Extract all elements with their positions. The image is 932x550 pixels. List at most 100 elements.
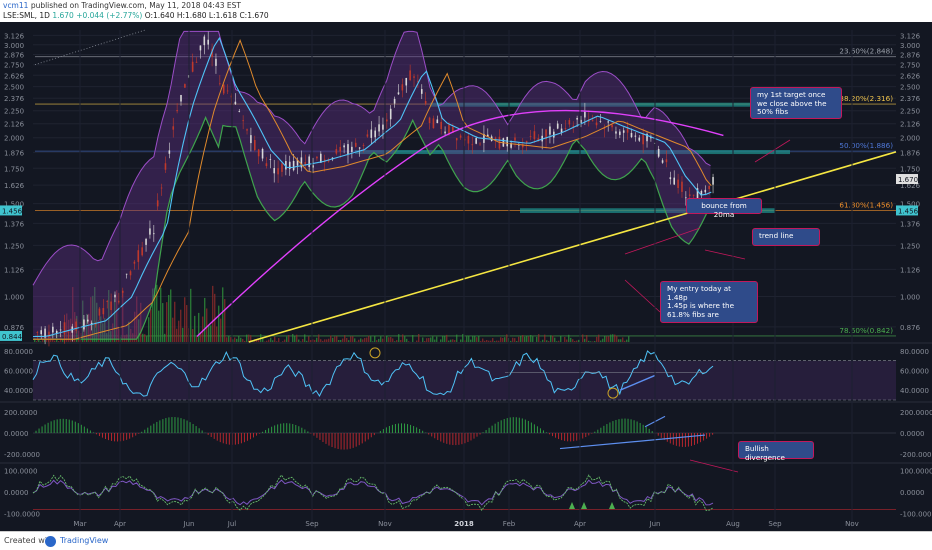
candle-body [704, 189, 707, 193]
y-tick-left: 2.500 [4, 84, 24, 92]
candle-body [48, 331, 50, 338]
volume-bar [604, 335, 606, 342]
x-tick-label: Nov [378, 520, 392, 528]
candle-body [75, 321, 77, 331]
volume-bar [166, 302, 168, 342]
fib-level-label: 38.20%(2.316) [839, 94, 893, 103]
ma-20-line [33, 36, 712, 338]
fib-level-label: 78.60%(0.842) [839, 326, 893, 335]
candle-body [467, 135, 470, 144]
volume-bar [220, 318, 222, 342]
candle-body [514, 137, 516, 141]
author-link[interactable]: vcm11 [3, 1, 29, 10]
y-tick-left: 2.626 [4, 72, 25, 80]
fib618-badge-right: 1.456 [896, 205, 919, 216]
volume-bar [108, 290, 110, 342]
candle-body [366, 134, 369, 137]
volume-bar [450, 339, 452, 342]
support-resistance-zone [355, 150, 790, 155]
ohlc-values: O:1.640 H:1.680 L:1.618 C:1.670 [144, 11, 269, 20]
volume-bar [356, 341, 358, 342]
candle-body [459, 135, 462, 138]
tradingview-link[interactable]: TradingView [60, 536, 109, 545]
volume-bar [496, 340, 498, 342]
candle-body [409, 70, 411, 81]
callout-pointer [704, 249, 746, 260]
volume-bar [586, 335, 588, 342]
candle-body [700, 190, 703, 195]
candle-body [630, 132, 633, 138]
y-tick-right: 3.126 [900, 32, 921, 40]
last-price: 1.670 [52, 11, 74, 20]
volume-bar [196, 336, 198, 342]
volume-bar [268, 339, 270, 342]
candle-body [545, 129, 547, 140]
y-tick-left: 200.0000 [4, 409, 37, 417]
y-tick-left: 1.750 [4, 165, 24, 173]
volume-bar [376, 340, 378, 342]
y-tick-right: 2.376 [900, 95, 921, 103]
volume-bar [216, 326, 218, 342]
candle-body [222, 84, 225, 94]
volume-bar [318, 334, 320, 342]
candle-body [452, 126, 454, 133]
volume-bar [350, 336, 352, 342]
candle-body [432, 118, 435, 129]
volume-bar [352, 336, 354, 342]
volume-bar [258, 339, 260, 342]
volume-bar [262, 337, 264, 342]
candle-body [471, 144, 474, 146]
volume-bar [362, 339, 364, 342]
candle-body [479, 143, 481, 145]
volume-bar [242, 338, 244, 342]
candle-body [696, 188, 699, 199]
callout-pointer [754, 139, 791, 163]
volume-bar [572, 339, 574, 342]
support-resistance-zone [520, 208, 775, 213]
y-tick-right: 0.0000 [900, 430, 925, 438]
volume-bar [82, 300, 84, 342]
candle-body [106, 300, 109, 302]
volume-bar [474, 336, 476, 342]
volume-bar [256, 340, 258, 342]
y-tick-left: 1.000 [4, 294, 24, 302]
divergence-callout: Bullish divergence [738, 441, 814, 461]
volume-bar [608, 336, 610, 342]
candle-body [67, 331, 70, 333]
volume-bar [568, 334, 570, 342]
volume-bar [544, 334, 546, 342]
candle-body [87, 319, 89, 322]
candle-body [285, 161, 287, 170]
volume-bar [346, 338, 348, 342]
volume-bar [234, 337, 236, 342]
volume-bar [428, 338, 430, 342]
candle-body [308, 156, 310, 167]
volume-bar [182, 327, 184, 342]
volume-bar [228, 336, 230, 342]
y-tick-right: 0.0000 [900, 489, 925, 497]
volume-bar [232, 339, 234, 342]
volume-bar [412, 335, 414, 342]
candle-body [199, 45, 202, 51]
candle-body [397, 92, 400, 95]
volume-bar [424, 341, 426, 342]
badge-bg [896, 174, 918, 185]
volume-bar [194, 315, 196, 342]
candle-body [455, 138, 458, 141]
badge-bg [0, 330, 22, 341]
volume-bar [248, 334, 250, 342]
volume-bar [610, 334, 612, 342]
y-tick-left: 2.376 [4, 95, 25, 103]
volume-bar [596, 336, 598, 342]
volume-bar [536, 336, 538, 342]
volume-bar [418, 334, 420, 342]
volume-bar [266, 340, 268, 342]
y-tick-left: -200.0000 [4, 451, 40, 459]
volume-bar [86, 313, 88, 342]
candle-body [114, 294, 116, 298]
volume-bar [468, 335, 470, 342]
y-tick-right: 60.0000 [900, 368, 929, 376]
volume-bar [490, 340, 492, 342]
volume-bar [306, 340, 308, 342]
